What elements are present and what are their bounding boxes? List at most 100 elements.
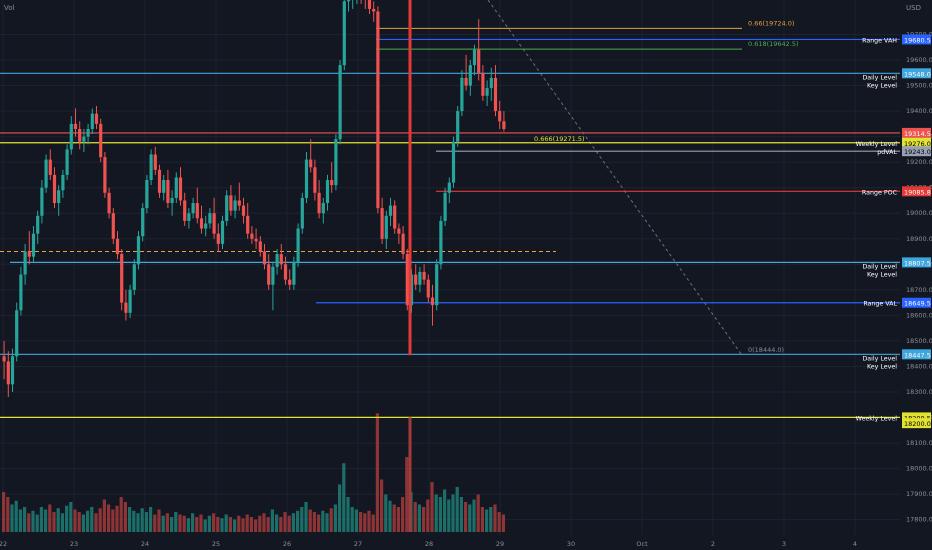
volume-bar — [2, 492, 6, 532]
volume-bar — [14, 500, 18, 532]
y-tick-label: 19000.0 — [906, 209, 932, 217]
level-label: Daily Level — [862, 74, 897, 81]
volume-bar — [451, 494, 455, 532]
volume-bar — [275, 514, 279, 532]
candle-body — [145, 180, 149, 209]
candle-body — [199, 218, 204, 229]
candle-body — [384, 215, 388, 239]
candle-body — [6, 361, 10, 385]
candle-body — [237, 200, 241, 206]
price-tag-bg — [902, 418, 931, 429]
volume-bar — [136, 513, 140, 532]
candle-body — [19, 274, 23, 311]
volume-bar — [455, 487, 459, 532]
candle-body — [477, 49, 481, 73]
candle-body — [288, 279, 292, 285]
volume-bar — [287, 515, 291, 532]
price-tag-bg — [902, 146, 931, 157]
level-label: Daily Level — [862, 355, 897, 362]
price-tag-bg — [902, 186, 931, 197]
candle-body — [233, 200, 237, 211]
candle-body — [166, 180, 170, 204]
candle-body — [187, 213, 191, 221]
candle-body — [162, 180, 166, 193]
candle-body — [275, 254, 279, 267]
candle-body — [115, 238, 120, 255]
volume-bar — [52, 512, 56, 532]
x-tick-label: 3 — [782, 540, 786, 548]
candle-body — [376, 11, 380, 209]
volume-bar — [31, 510, 35, 532]
volume-bar — [459, 497, 463, 532]
x-tick-label: 27 — [354, 540, 362, 548]
price-tag: 19314.5 — [904, 130, 931, 138]
candle-body — [439, 220, 443, 265]
candle-body — [279, 254, 283, 265]
level-label: Range POC — [862, 189, 898, 196]
volume-bar — [186, 518, 190, 532]
volume-bar — [291, 513, 295, 532]
x-tick-label: 26 — [283, 540, 291, 548]
y-tick-label: 19600.0 — [906, 56, 932, 64]
level-label: Range VAL — [863, 301, 897, 308]
volume-bar — [342, 463, 346, 532]
volume-bar — [182, 515, 186, 532]
candle-body — [346, 0, 351, 2]
volume-bar — [380, 479, 384, 532]
volume-bar — [128, 507, 132, 532]
candle-body — [178, 177, 183, 201]
price-tag: 18447.5 — [904, 351, 931, 359]
volume-bar — [422, 507, 426, 532]
volume-bar — [144, 512, 148, 532]
level-label: Key Level — [867, 271, 897, 278]
currency-label: USD — [906, 4, 921, 12]
candle-body — [212, 213, 216, 234]
y-tick-label: 19400.0 — [906, 107, 932, 115]
y-tick-label: 17900.0 — [906, 490, 932, 498]
volume-bar — [174, 512, 178, 532]
volume-bar — [501, 514, 505, 532]
volume-bar — [262, 513, 266, 532]
volume-bar — [241, 518, 245, 532]
candle-body — [78, 128, 82, 142]
candle-body — [464, 77, 468, 86]
candle-body — [485, 88, 489, 96]
x-tick-label: 30 — [567, 540, 575, 548]
volume-bar — [480, 507, 484, 532]
volume-bar — [426, 499, 430, 532]
volume-bar — [472, 499, 476, 532]
price-tag: 18807.5 — [904, 259, 931, 267]
candle-body — [90, 113, 94, 129]
volume-bar — [165, 513, 169, 532]
volume-bar — [375, 413, 379, 532]
volume-bar — [430, 482, 434, 532]
candle-body — [380, 208, 384, 239]
candle-body — [317, 192, 321, 214]
candle-body — [136, 236, 141, 265]
volume-bar — [497, 512, 501, 532]
volume-bar — [132, 510, 136, 532]
volume-bar — [401, 497, 405, 532]
candle-body — [69, 123, 73, 150]
candle-body — [426, 279, 430, 298]
volume-bar — [220, 518, 224, 532]
volume-bar — [216, 517, 220, 532]
candle-body — [44, 159, 48, 188]
candle-body — [220, 220, 225, 244]
volume-bar — [388, 500, 392, 532]
candle-body — [254, 238, 258, 242]
candle-body — [195, 203, 199, 219]
price-tag: 18200.0 — [904, 420, 931, 428]
candle-body — [468, 65, 472, 86]
volume-bar — [308, 509, 312, 532]
candle-body — [31, 233, 36, 257]
candle-body — [321, 203, 325, 214]
volume-bar — [392, 504, 396, 532]
price-tag-bg — [902, 349, 931, 360]
volume-bar — [489, 507, 493, 532]
x-tick-label: 22 — [0, 540, 7, 548]
price-tag-bg — [902, 34, 931, 45]
price-tag: 19085.8 — [904, 188, 931, 196]
